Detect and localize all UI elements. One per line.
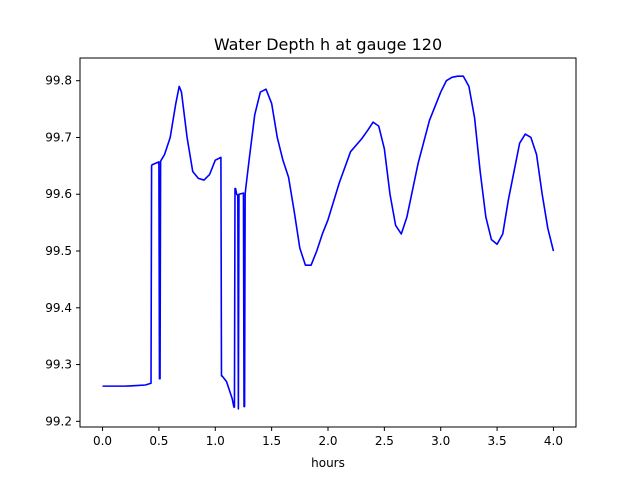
x-axis: 0.0 0.5 1.0 1.5 2.0 2.5 3.0 3.5 4.0 [93,427,563,448]
x-tick-label: 0.0 [93,434,112,448]
x-tick-label: 2.5 [375,434,394,448]
y-tick-label: 99.7 [45,130,72,144]
x-tick-label: 4.0 [544,434,563,448]
plot-area [102,75,555,410]
x-tick-label: 3.5 [488,434,507,448]
y-tick-label: 99.8 [45,74,72,88]
y-tick-label: 99.3 [45,358,72,372]
y-tick-label: 99.2 [45,414,72,428]
y-tick-label: 99.5 [45,244,72,258]
y-axis: 99.2 99.3 99.4 99.5 99.6 99.7 99.8 [45,74,80,428]
chart-title: Water Depth h at gauge 120 [214,35,442,54]
axes-frame [79,57,577,428]
x-tick-label: 3.0 [431,434,450,448]
x-tick-label: 0.5 [149,434,168,448]
x-tick-label: 1.5 [262,434,281,448]
x-axis-label: hours [311,456,345,470]
y-tick-label: 99.4 [45,301,72,315]
series-line [102,75,555,410]
x-tick-label: 1.0 [206,434,225,448]
x-tick-label: 2.0 [318,434,337,448]
y-tick-label: 99.6 [45,187,72,201]
